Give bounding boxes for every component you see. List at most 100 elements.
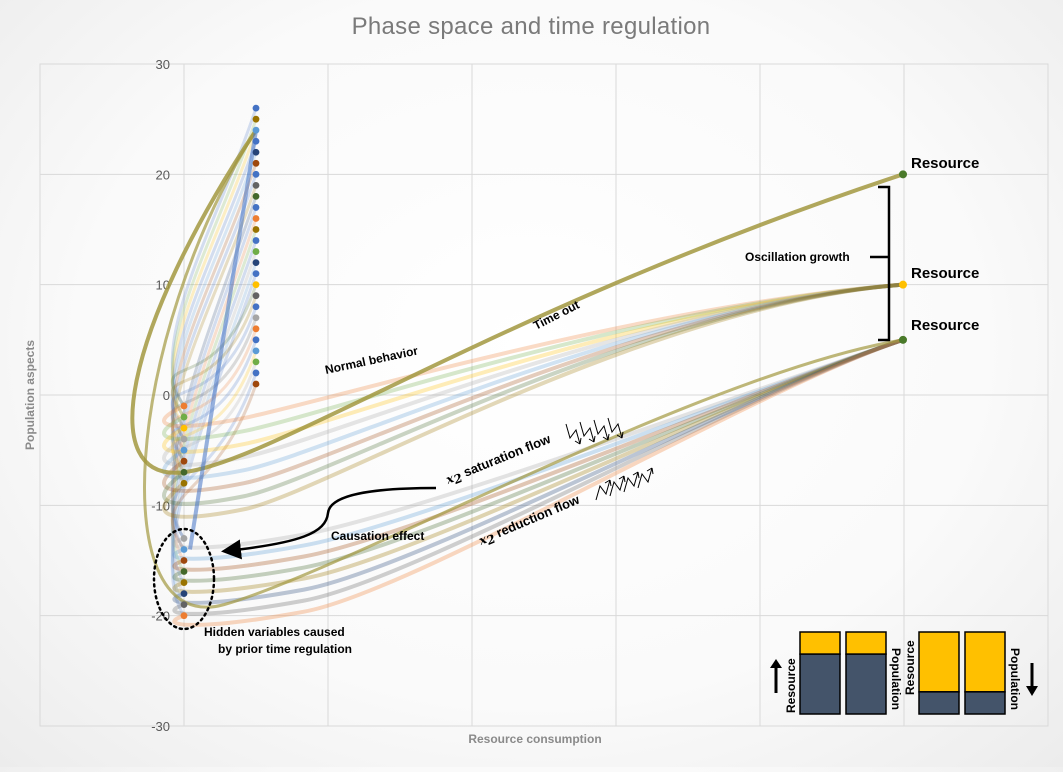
- resource-label-bottom: Resource: [911, 317, 979, 334]
- normal-trajectory: [162, 282, 904, 454]
- normal-trajectory: [162, 282, 904, 519]
- column-point: [252, 204, 260, 211]
- x-axis-title: Resource consumption: [468, 732, 601, 746]
- saturation-flow-label: x2 saturation flow: [443, 431, 555, 490]
- fan-line: [170, 383, 258, 551]
- fan-line: [170, 317, 258, 440]
- column-point: [252, 170, 260, 178]
- y-tick-label: -30: [151, 719, 170, 734]
- fan-line: [170, 273, 258, 617]
- column-point: [252, 325, 260, 333]
- oscillation-growth-label: Oscillation growth: [745, 250, 850, 264]
- lower-cluster-point: [180, 612, 188, 620]
- saturation-flow-arrow-icon: [565, 423, 582, 445]
- inset-resource-segment: [799, 631, 841, 655]
- normal-trajectory: [162, 282, 904, 480]
- fan-line: [170, 306, 258, 429]
- increase-arrowhead-icon: [770, 659, 782, 668]
- column-point: [252, 270, 260, 278]
- column-point: [252, 237, 260, 244]
- saturation-flow-arrow-icon: [579, 421, 596, 443]
- column-point: [252, 358, 260, 366]
- column-point: [252, 369, 260, 377]
- fan-line: [170, 173, 258, 474]
- y-axis-title: Population aspects: [23, 340, 37, 450]
- fan-line: [170, 240, 258, 584]
- lower-cluster-point: [180, 546, 188, 553]
- causation-effect-label: Causation effect: [331, 529, 424, 543]
- y-tick-label: -20: [151, 609, 170, 624]
- column-point: [252, 292, 260, 300]
- fan-line: [170, 162, 258, 463]
- saturation-flow-arrow-icon: [593, 419, 610, 441]
- inset-population-label-right: Population: [1008, 648, 1022, 710]
- upper-cluster-point: [180, 402, 188, 410]
- inset-population-label-left: Population: [889, 648, 903, 710]
- normal-trajectory: [162, 282, 904, 467]
- lower-cluster-point: [180, 557, 188, 564]
- fan-line: [170, 284, 258, 407]
- fan-line: [170, 262, 258, 606]
- lower-cluster-point: [180, 590, 188, 597]
- column-point: [252, 314, 260, 322]
- column-point: [252, 126, 260, 134]
- oscillation-bracket: [870, 185, 891, 342]
- reduction-flow-arrow-icon: [623, 471, 640, 493]
- fan-line: [170, 328, 258, 451]
- normal-trajectory: [162, 282, 904, 493]
- fan-line: [170, 372, 258, 540]
- normal-trajectory: [162, 282, 904, 428]
- column-point: [252, 215, 260, 222]
- loop-trajectory: [143, 129, 904, 609]
- fan-line: [170, 251, 258, 595]
- fan-line: [170, 350, 258, 474]
- resource-endpoint: [899, 335, 907, 344]
- column-point: [252, 248, 260, 255]
- lower-cluster-point: [180, 568, 188, 575]
- reduction-flow-arrow-icon: [609, 475, 626, 497]
- trajectory-points: [180, 104, 907, 620]
- inset-resource-segment: [918, 631, 960, 693]
- y-tick-label: -10: [151, 498, 170, 513]
- normal-trajectory: [162, 282, 904, 506]
- resource-population-inset: Resource Population Resource Population: [770, 631, 1038, 715]
- inset-population-segment: [918, 691, 960, 715]
- fan-line: [170, 140, 258, 440]
- y-tick-label: 20: [156, 167, 170, 182]
- column-point: [252, 104, 260, 112]
- column-point: [252, 259, 260, 266]
- column-point: [252, 347, 260, 355]
- normal-behavior-label: Normal behavior: [324, 343, 420, 376]
- column-point: [252, 159, 260, 167]
- reduction-flow-arrow-icon: [595, 479, 612, 501]
- inset-population-segment: [845, 653, 887, 715]
- lower-cluster-point: [180, 579, 188, 586]
- chart-title: Phase space and time regulation: [352, 13, 711, 40]
- upper-cluster-point: [180, 424, 188, 432]
- column-point: [252, 115, 260, 123]
- upper-cluster-point: [180, 468, 188, 476]
- upper-cluster-point: [180, 446, 188, 454]
- upper-cluster-point: [180, 435, 188, 443]
- inset-resource-segment: [964, 631, 1006, 693]
- lower-cluster-point: [180, 601, 188, 609]
- causation-arrow: [221, 486, 437, 560]
- normal-trajectory: [162, 282, 904, 441]
- column-point: [252, 336, 260, 344]
- upper-cluster-point: [180, 413, 188, 421]
- column-point: [252, 181, 260, 189]
- column-point: [252, 380, 260, 388]
- hidden-variables-line2: by prior time regulation: [218, 642, 352, 656]
- decrease-arrowhead-icon: [1026, 686, 1038, 696]
- column-point: [252, 137, 260, 145]
- reduction-flow-arrow-icon: [637, 467, 654, 489]
- upper-cluster-point: [180, 479, 188, 487]
- lower-cluster-point: [180, 535, 188, 542]
- column-point: [252, 303, 260, 311]
- fan-line: [170, 295, 258, 418]
- column-point: [252, 226, 260, 233]
- column-point: [252, 193, 260, 200]
- reduction-trajectory: [172, 337, 904, 627]
